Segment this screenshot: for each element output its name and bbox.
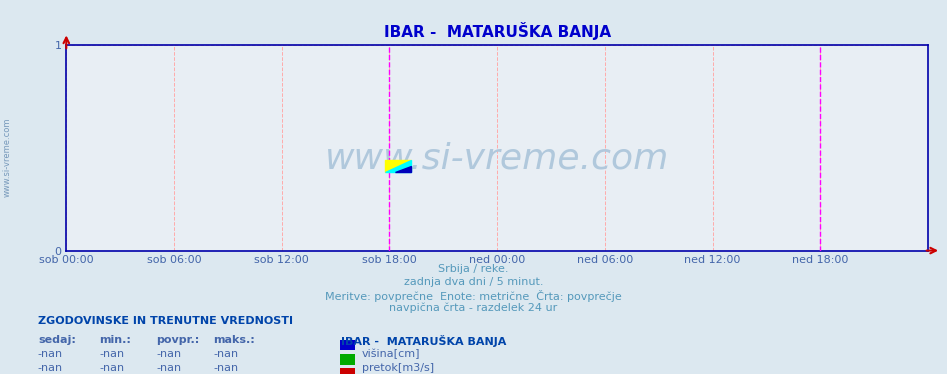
Polygon shape: [385, 160, 411, 172]
Text: ZGODOVINSKE IN TRENUTNE VREDNOSTI: ZGODOVINSKE IN TRENUTNE VREDNOSTI: [38, 316, 293, 326]
Text: sedaj:: sedaj:: [38, 335, 76, 345]
Text: navpična črta - razdelek 24 ur: navpična črta - razdelek 24 ur: [389, 303, 558, 313]
Text: www.si-vreme.com: www.si-vreme.com: [3, 117, 12, 197]
Text: pretok[m3/s]: pretok[m3/s]: [362, 363, 434, 373]
Text: www.si-vreme.com: www.si-vreme.com: [325, 141, 670, 175]
Text: -nan: -nan: [156, 363, 182, 373]
Text: maks.:: maks.:: [213, 335, 255, 345]
Polygon shape: [396, 166, 411, 172]
Text: -nan: -nan: [38, 349, 63, 359]
Text: zadnja dva dni / 5 minut.: zadnja dva dni / 5 minut.: [403, 277, 544, 287]
Text: -nan: -nan: [213, 349, 239, 359]
Polygon shape: [385, 160, 411, 172]
Text: -nan: -nan: [99, 363, 125, 373]
Text: -nan: -nan: [38, 363, 63, 373]
Text: Srbija / reke.: Srbija / reke.: [438, 264, 509, 274]
Text: -nan: -nan: [99, 349, 125, 359]
Title: IBAR -  MATARUŠKA BANJA: IBAR - MATARUŠKA BANJA: [384, 22, 611, 40]
Text: IBAR -  MATARUŠKA BANJA: IBAR - MATARUŠKA BANJA: [341, 335, 507, 347]
Text: -nan: -nan: [213, 363, 239, 373]
Text: -nan: -nan: [156, 349, 182, 359]
Text: povpr.:: povpr.:: [156, 335, 200, 345]
Text: višina[cm]: višina[cm]: [362, 349, 420, 359]
Text: min.:: min.:: [99, 335, 132, 345]
Text: Meritve: povprečne  Enote: metrične  Črta: povprečje: Meritve: povprečne Enote: metrične Črta:…: [325, 290, 622, 302]
